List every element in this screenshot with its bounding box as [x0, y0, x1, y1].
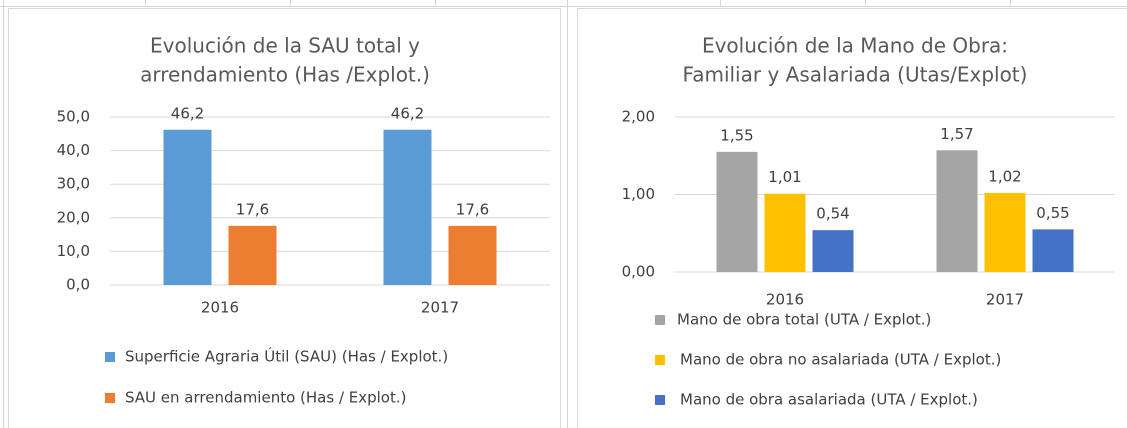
bar	[984, 192, 1026, 272]
chart-title: arrendamiento (Has /Explot.)	[140, 63, 430, 87]
data-label: 17,6	[236, 200, 269, 218]
chart-title: Evolución de la Mano de Obra:	[702, 34, 1008, 58]
data-label: 46,2	[171, 104, 204, 122]
legend-swatch	[105, 393, 115, 403]
x-tick-label: 2016	[766, 291, 804, 309]
bar	[163, 129, 212, 285]
data-label: 1,55	[720, 126, 753, 144]
bar	[936, 150, 978, 272]
legend-label: SAU en arrendamiento (Has / Explot.)	[125, 389, 406, 407]
legend-label: Mano de obra no asalariada (UTA / Explot…	[680, 351, 1001, 369]
legend-swatch	[655, 395, 665, 405]
y-tick-label: 30,0	[57, 175, 90, 193]
data-label: 1,02	[988, 167, 1021, 185]
y-tick-label: 10,0	[57, 242, 90, 260]
x-tick-label: 2017	[986, 291, 1024, 309]
data-label: 0,55	[1036, 204, 1069, 222]
y-tick-label: 1,00	[622, 185, 655, 203]
data-label: 0,54	[816, 205, 849, 223]
y-tick-label: 2,00	[622, 108, 655, 126]
bar	[448, 225, 497, 285]
bar	[383, 129, 432, 285]
bar	[716, 151, 758, 272]
legend-swatch	[655, 355, 665, 365]
bar	[1032, 229, 1074, 272]
data-label: 46,2	[391, 104, 424, 122]
legend-label: Mano de obra asalariada (UTA / Explot.)	[680, 391, 978, 409]
legend-label: Superficie Agraria Útil (SAU) (Has / Exp…	[125, 347, 448, 366]
bar	[812, 230, 854, 272]
legend-swatch	[655, 315, 665, 325]
data-label: 1,57	[940, 125, 973, 143]
y-tick-label: 20,0	[57, 208, 90, 226]
legend-swatch	[105, 352, 115, 362]
data-label: 17,6	[456, 200, 489, 218]
y-tick-label: 0,00	[622, 263, 655, 281]
bar	[764, 193, 806, 272]
data-label: 1,01	[768, 168, 801, 186]
bar	[228, 225, 277, 285]
chart-title: Familiar y Asalariada (Utas/Explot)	[683, 63, 1028, 87]
y-tick-label: 50,0	[57, 108, 90, 126]
x-tick-label: 2016	[201, 299, 239, 317]
y-tick-label: 40,0	[57, 141, 90, 159]
x-tick-label: 2017	[421, 299, 459, 317]
chart-title: Evolución de la SAU total y	[150, 34, 420, 58]
legend-label: Mano de obra total (UTA / Explot.)	[677, 311, 931, 329]
chart-panel	[577, 8, 1127, 428]
y-tick-label: 0,0	[66, 276, 90, 294]
